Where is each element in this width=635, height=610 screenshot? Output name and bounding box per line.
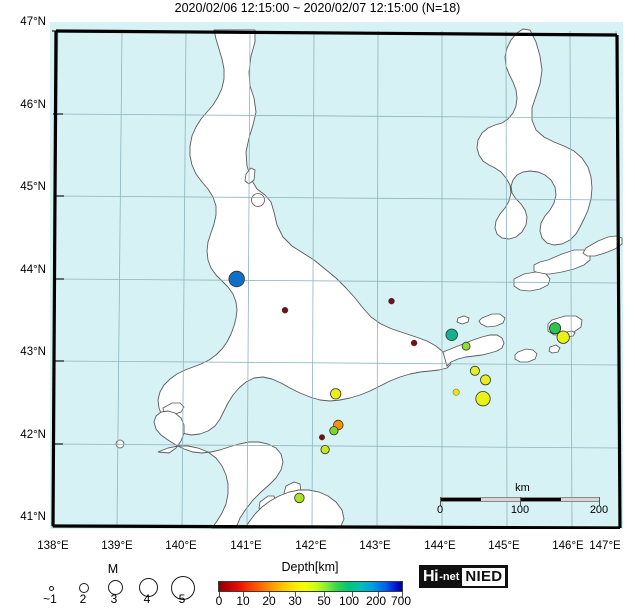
depth-tick-0	[219, 592, 220, 597]
hinet-nied-logo[interactable]: Hi -net NIED	[419, 565, 509, 588]
magnitude-legend-title: M	[107, 562, 119, 576]
depth-label-30: 30	[288, 594, 302, 608]
x-tick-138e: 138°E	[37, 540, 69, 552]
x-tick-144e: 144°E	[424, 540, 456, 552]
scale-label-200: 200	[589, 504, 609, 516]
epicenter-marker[interactable]	[388, 297, 395, 305]
x-tick-142e: 142°E	[295, 540, 327, 552]
magnitude-legend: M ~1 2 3 4 5	[28, 562, 198, 608]
epicenter-marker[interactable]	[320, 444, 330, 455]
y-tick-42n: 42°N	[20, 429, 46, 441]
scale-label-0: 0	[436, 504, 444, 516]
y-tick-43n: 43°N	[20, 346, 46, 358]
depth-tick-100	[352, 592, 353, 597]
epicenter-marker[interactable]	[475, 391, 491, 407]
scale-bar-unit: km	[515, 482, 530, 494]
x-tick-147e: 147°E	[589, 540, 621, 552]
epicenter-marker[interactable]	[469, 365, 480, 376]
logo-net-text: -net	[439, 570, 460, 583]
epicenter-marker[interactable]	[319, 434, 326, 441]
x-tick-146e: 146°E	[552, 540, 584, 552]
logo-hi-text: Hi	[423, 567, 439, 585]
magnitude-symbol-2	[79, 583, 89, 593]
frame-ticks	[52, 30, 64, 527]
magnitude-label-2: 2	[79, 592, 87, 606]
magnitude-symbol-4	[139, 578, 158, 597]
magnitude-label-4: 4	[143, 592, 151, 606]
x-tick-141e: 141°E	[230, 540, 262, 552]
depth-tick-20	[269, 592, 270, 597]
y-tick-47n: 47°N	[20, 16, 46, 28]
scale-bar: km 0 100 200	[437, 482, 608, 516]
depth-legend-title: Depth[km]	[281, 560, 339, 574]
magnitude-symbol-5	[171, 576, 195, 600]
epicenter-markers[interactable]	[228, 270, 570, 504]
epicenter-marker[interactable]	[410, 339, 418, 347]
epicenter-marker[interactable]	[452, 388, 460, 396]
scale-label-100: 100	[510, 504, 530, 516]
x-tick-143e: 143°E	[359, 540, 391, 552]
depth-label-0: 0	[215, 594, 223, 608]
x-tick-140e: 140°E	[165, 540, 197, 552]
depth-tick-200	[378, 592, 379, 597]
sakhalin	[476, 28, 593, 246]
epicenter-marker[interactable]	[556, 330, 570, 344]
epicenter-marker[interactable]	[281, 307, 289, 314]
magnitude-symbol-3	[108, 580, 123, 595]
epicenter-marker[interactable]	[549, 322, 562, 335]
depth-tick-10	[243, 592, 244, 597]
x-tick-139e: 139°E	[101, 540, 133, 552]
depth-legend: Depth[km] 0 10 20 30 50 100 200 700	[212, 560, 412, 608]
page-title: 2020/02/06 12:15:00 ~ 2020/02/07 12:15:0…	[174, 1, 461, 15]
logo-nied-text: NIED	[462, 567, 506, 586]
kuril-islands	[456, 235, 623, 363]
epicenter-marker[interactable]	[445, 328, 458, 342]
epicenter-marker[interactable]	[330, 388, 342, 400]
y-tick-46n: 46°N	[20, 99, 46, 111]
x-tick-145e: 145°E	[488, 540, 520, 552]
y-tick-41n: 41°N	[20, 511, 46, 523]
depth-label-20: 20	[262, 594, 276, 608]
depth-label-50: 50	[317, 594, 331, 608]
depth-tick-30	[295, 592, 296, 597]
magnitude-symbol-1	[49, 586, 54, 591]
depth-label-700: 700	[390, 594, 412, 608]
scale-tick-200	[599, 497, 600, 506]
epicenter-marker[interactable]	[294, 492, 305, 504]
scale-bar-segment-1	[441, 498, 481, 501]
depth-tick-700	[402, 592, 403, 597]
depth-color-bar	[218, 581, 403, 592]
epicenter-marker[interactable]	[228, 270, 245, 288]
depth-label-100: 100	[338, 594, 360, 608]
magnitude-label-1: ~1	[43, 592, 57, 606]
map-svg	[50, 22, 623, 529]
scale-tick-100	[520, 497, 521, 506]
epicenter-marker[interactable]	[480, 374, 491, 386]
y-tick-45n: 45°N	[20, 181, 46, 193]
depth-tick-50	[324, 592, 325, 597]
depth-label-10: 10	[236, 594, 250, 608]
magnitude-label-5: 5	[178, 592, 186, 606]
epicenter-marker[interactable]	[461, 341, 471, 351]
scale-bar-segment-2	[521, 498, 561, 501]
map-canvas[interactable]	[50, 22, 623, 529]
depth-label-200: 200	[365, 594, 387, 608]
magnitude-label-3: 3	[110, 592, 118, 606]
coastline-detail	[442, 334, 505, 367]
y-tick-44n: 44°N	[20, 264, 46, 276]
scale-tick-0	[440, 497, 441, 506]
epicenter-marker[interactable]	[329, 426, 339, 436]
